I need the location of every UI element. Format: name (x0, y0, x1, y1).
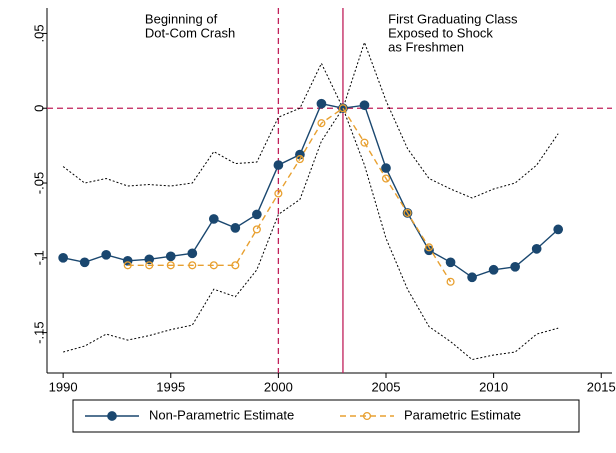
legend-marker (362, 411, 372, 421)
marker (316, 98, 327, 109)
confidence-band (63, 107, 559, 361)
marker (145, 261, 154, 270)
marker (144, 254, 155, 265)
marker (274, 189, 283, 198)
x-tick-label: 2015 (587, 379, 616, 394)
marker (446, 277, 455, 286)
legend-label: Non-Parametric Estimate (149, 407, 294, 422)
annotation: Exposed to Shock (388, 25, 493, 40)
marker (403, 208, 412, 217)
legend-box (72, 399, 580, 433)
series-line (63, 102, 559, 279)
marker (424, 243, 434, 252)
y-tick-label: -.1 (31, 250, 46, 265)
marker (531, 243, 542, 254)
marker (488, 264, 499, 275)
annotation: First Graduating Class (388, 11, 518, 26)
marker (123, 261, 132, 270)
y-tick-label: .05 (31, 24, 46, 42)
marker (252, 209, 262, 220)
marker (273, 160, 284, 170)
marker (338, 104, 348, 113)
marker (166, 261, 175, 270)
marker (208, 214, 219, 224)
marker (165, 251, 176, 262)
marker (381, 174, 391, 183)
marker (510, 261, 520, 272)
marker (188, 261, 197, 270)
marker (231, 261, 240, 270)
legend: Non-Parametric Estimate Parametric Estima… (72, 399, 580, 433)
marker (360, 138, 369, 147)
marker (381, 163, 391, 173)
marker (445, 257, 456, 268)
marker (101, 249, 112, 260)
marker (79, 257, 90, 268)
marker (209, 261, 218, 270)
x-tick-label: 2010 (479, 379, 508, 394)
annotation: Dot-Com Crash (145, 25, 235, 40)
series-line (127, 107, 452, 283)
y-tick-label: -.15 (31, 321, 46, 343)
marker (252, 225, 261, 234)
marker (553, 224, 564, 235)
y-tick-label: -.05 (31, 172, 46, 194)
annotation: as Freshmen (388, 39, 464, 54)
marker (317, 119, 326, 128)
y-tick-label: 0 (31, 105, 46, 112)
marker (187, 248, 198, 259)
x-tick-label: 2000 (264, 379, 293, 394)
marker (467, 272, 477, 283)
annotation: Beginning of (145, 11, 218, 26)
confidence-band (62, 40, 559, 199)
marker (58, 252, 68, 263)
marker (359, 100, 370, 111)
marker (230, 223, 241, 233)
legend-label: Parametric Estimate (404, 407, 521, 422)
marker (295, 155, 304, 164)
legend-marker (107, 411, 117, 421)
x-tick-label: 2005 (372, 379, 401, 394)
x-tick-label: 1990 (49, 379, 78, 394)
x-tick-label: 1995 (156, 379, 185, 394)
